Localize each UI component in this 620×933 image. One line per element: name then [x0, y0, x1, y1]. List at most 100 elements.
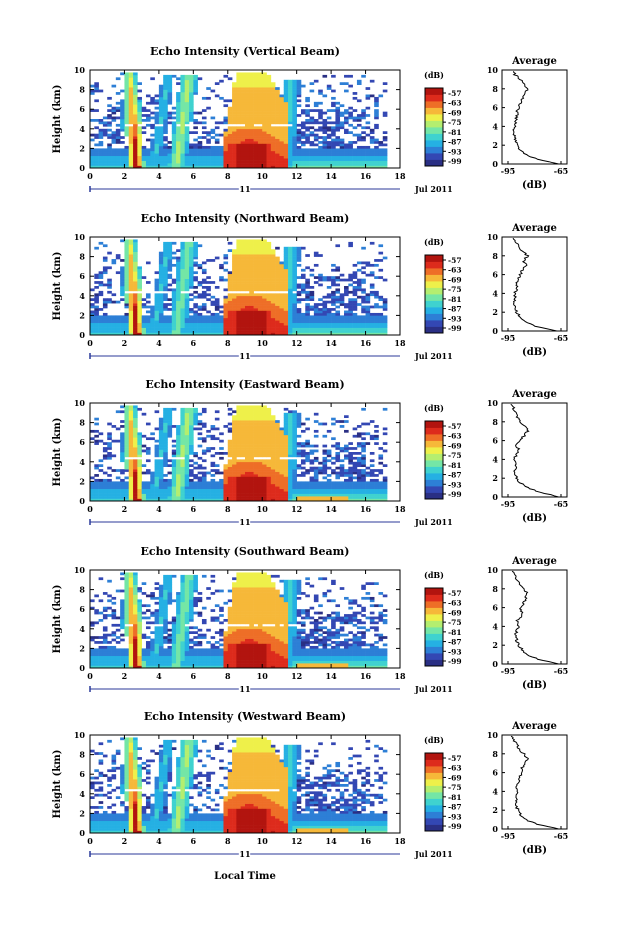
heatmap-cell	[163, 484, 168, 487]
heatmap-cell	[292, 129, 297, 132]
heatmap-cell	[120, 479, 125, 482]
heatmap-cell	[254, 447, 259, 450]
heatmap-cell	[262, 437, 267, 440]
heatmap-cell	[301, 126, 306, 129]
heatmap-cell	[107, 301, 112, 304]
heatmap-cell	[318, 318, 323, 321]
heatmap-cell	[172, 408, 177, 411]
heatmap-cell	[279, 286, 284, 289]
heatmap-cell	[129, 410, 134, 413]
heatmap-cell	[146, 328, 151, 331]
heatmap-cell	[301, 325, 306, 328]
heatmap-cell	[198, 161, 203, 164]
heatmap-cell	[142, 320, 147, 323]
heatmap-cell	[185, 161, 190, 164]
heatmap-cell	[249, 454, 254, 457]
heatmap-cell	[348, 161, 353, 164]
heatmap-cell	[176, 104, 181, 107]
heatmap-cell	[228, 163, 233, 166]
heatmap-cell	[193, 303, 198, 306]
average-y-tick-label: 2	[492, 140, 498, 150]
heatmap-cell	[258, 432, 263, 435]
heatmap-cell	[318, 158, 323, 161]
heatmap-cell	[202, 279, 207, 282]
heatmap-cell	[103, 131, 108, 134]
heatmap-cell	[180, 472, 185, 475]
heatmap-cell	[241, 126, 246, 129]
heatmap-cell	[318, 284, 323, 287]
heatmap-cell	[271, 430, 276, 433]
heatmap-cell	[137, 114, 142, 117]
heatmap-cell	[189, 262, 194, 265]
heatmap-cell	[129, 90, 134, 93]
heatmap-cell	[370, 161, 375, 164]
heatmap-cell	[284, 435, 289, 438]
heatmap-cell	[168, 121, 173, 124]
heatmap-cell	[124, 328, 129, 331]
heatmap-cell	[133, 320, 138, 323]
heatmap-cell	[361, 279, 366, 282]
heatmap-cell	[112, 85, 117, 88]
heatmap-cell	[124, 274, 129, 277]
heatmap-cell	[129, 271, 134, 274]
heatmap-cell	[254, 472, 259, 475]
heatmap-cell	[249, 486, 254, 489]
heatmap-cell	[236, 452, 241, 455]
heatmap-cell	[331, 121, 336, 124]
heatmap-cell	[288, 107, 293, 110]
heatmap-cell	[297, 423, 302, 426]
heatmap-cell	[366, 264, 371, 267]
heatmap-cell	[249, 151, 254, 154]
heatmap-cell	[198, 281, 203, 284]
heatmap-cell	[340, 303, 345, 306]
heatmap-cell	[297, 425, 302, 428]
heatmap-cell	[219, 452, 224, 455]
heatmap-cell	[163, 457, 168, 460]
heatmap-cell	[288, 291, 293, 294]
heatmap-cell	[262, 85, 267, 88]
heatmap-cell	[189, 481, 194, 484]
heatmap-cell	[267, 467, 272, 470]
heatmap-cell	[249, 284, 254, 287]
heatmap-cell	[219, 491, 224, 494]
heatmap-cell	[236, 82, 241, 85]
heatmap-cell	[267, 148, 272, 151]
heatmap-cell	[267, 262, 272, 265]
heatmap-cell	[374, 141, 379, 144]
heatmap-cell	[241, 112, 246, 115]
heatmap-cell	[185, 330, 190, 333]
heatmap-cell	[297, 420, 302, 423]
heatmap-cell	[99, 318, 104, 321]
heatmap-cell	[258, 151, 263, 154]
heatmap-cell	[129, 146, 134, 149]
heatmap-cell	[340, 296, 345, 299]
heatmap-cell	[146, 156, 151, 159]
heatmap-cell	[176, 454, 181, 457]
heatmap-cell	[236, 239, 241, 242]
heatmap-cell	[176, 440, 181, 443]
heatmap-cell	[219, 134, 224, 137]
heatmap-cell	[275, 481, 280, 484]
heatmap-cell	[172, 156, 177, 159]
heatmap-cell	[228, 462, 233, 465]
heatmap-cell	[163, 315, 168, 318]
heatmap-cell	[124, 484, 129, 487]
heatmap-cell	[258, 477, 263, 480]
heatmap-cell	[172, 469, 177, 472]
heatmap-cell	[249, 82, 254, 85]
heatmap-cell	[361, 75, 366, 78]
heatmap-cell	[292, 328, 297, 331]
heatmap-cell	[124, 239, 129, 242]
heatmap-cell	[297, 153, 302, 156]
heatmap-cell	[120, 420, 125, 423]
heatmap-cell	[378, 141, 383, 144]
average-y-tick-label: 2	[492, 307, 498, 317]
heatmap-cell	[327, 87, 332, 90]
heatmap-cell	[193, 325, 198, 328]
heatmap-cell	[124, 494, 129, 497]
heatmap-cell	[133, 489, 138, 492]
heatmap-cell	[168, 425, 173, 428]
heatmap-cell	[189, 281, 194, 284]
heatmap-cell	[120, 298, 125, 301]
heatmap-cell	[284, 494, 289, 497]
